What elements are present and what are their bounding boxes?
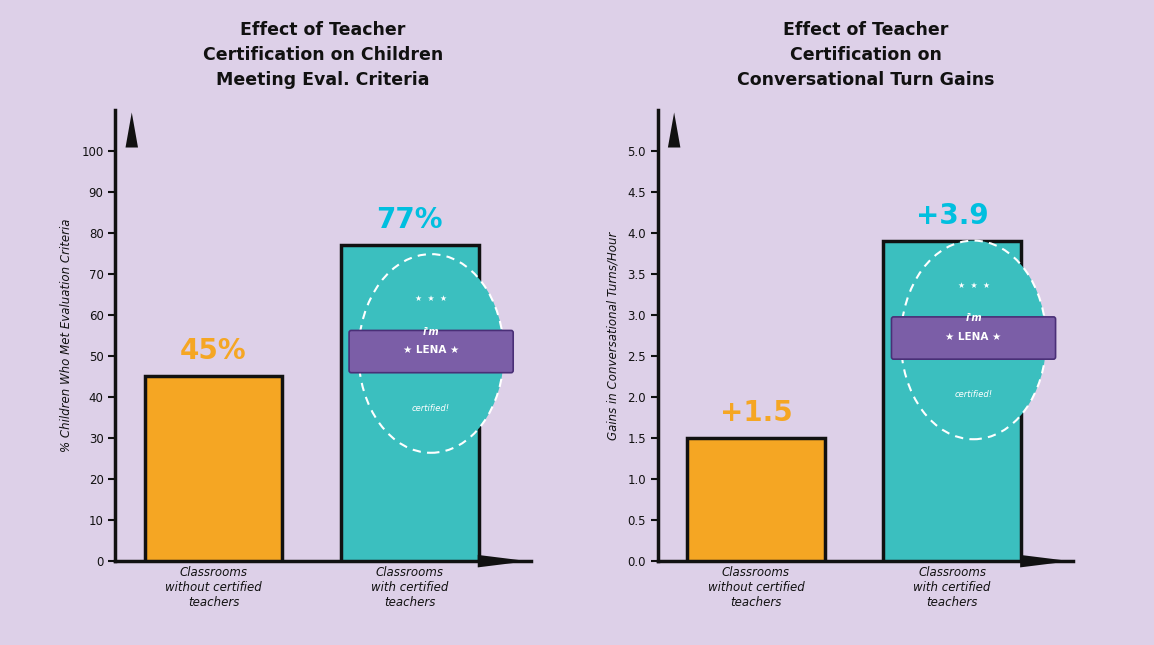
Text: i'm: i'm (965, 313, 982, 323)
Text: 77%: 77% (376, 206, 443, 234)
Bar (342, 245, 479, 561)
Text: ★ LENA ★: ★ LENA ★ (945, 332, 1002, 342)
Bar (884, 241, 1021, 561)
Ellipse shape (901, 241, 1047, 439)
Text: certified!: certified! (954, 390, 992, 399)
Text: i'm: i'm (422, 326, 440, 337)
Y-axis label: % Children Who Met Evaluation Criteria: % Children Who Met Evaluation Criteria (60, 219, 73, 452)
Title: Effect of Teacher
Certification on
Conversational Turn Gains: Effect of Teacher Certification on Conve… (736, 21, 995, 88)
Text: +3.9: +3.9 (916, 202, 989, 230)
Text: 45%: 45% (180, 337, 247, 365)
Y-axis label: Gains in Conversational Turns/Hour: Gains in Conversational Turns/Hour (606, 231, 619, 440)
Bar (688, 438, 825, 561)
Text: +1.5: +1.5 (720, 399, 793, 427)
Text: ★ LENA ★: ★ LENA ★ (403, 346, 459, 355)
Text: ★  ★  ★: ★ ★ ★ (958, 281, 989, 290)
FancyBboxPatch shape (349, 330, 514, 373)
Title: Effect of Teacher
Certification on Children
Meeting Eval. Criteria: Effect of Teacher Certification on Child… (203, 21, 443, 88)
Ellipse shape (359, 254, 504, 453)
Text: ★  ★  ★: ★ ★ ★ (415, 294, 447, 303)
Text: certified!: certified! (412, 404, 450, 413)
FancyBboxPatch shape (891, 317, 1056, 359)
Bar (145, 377, 283, 561)
